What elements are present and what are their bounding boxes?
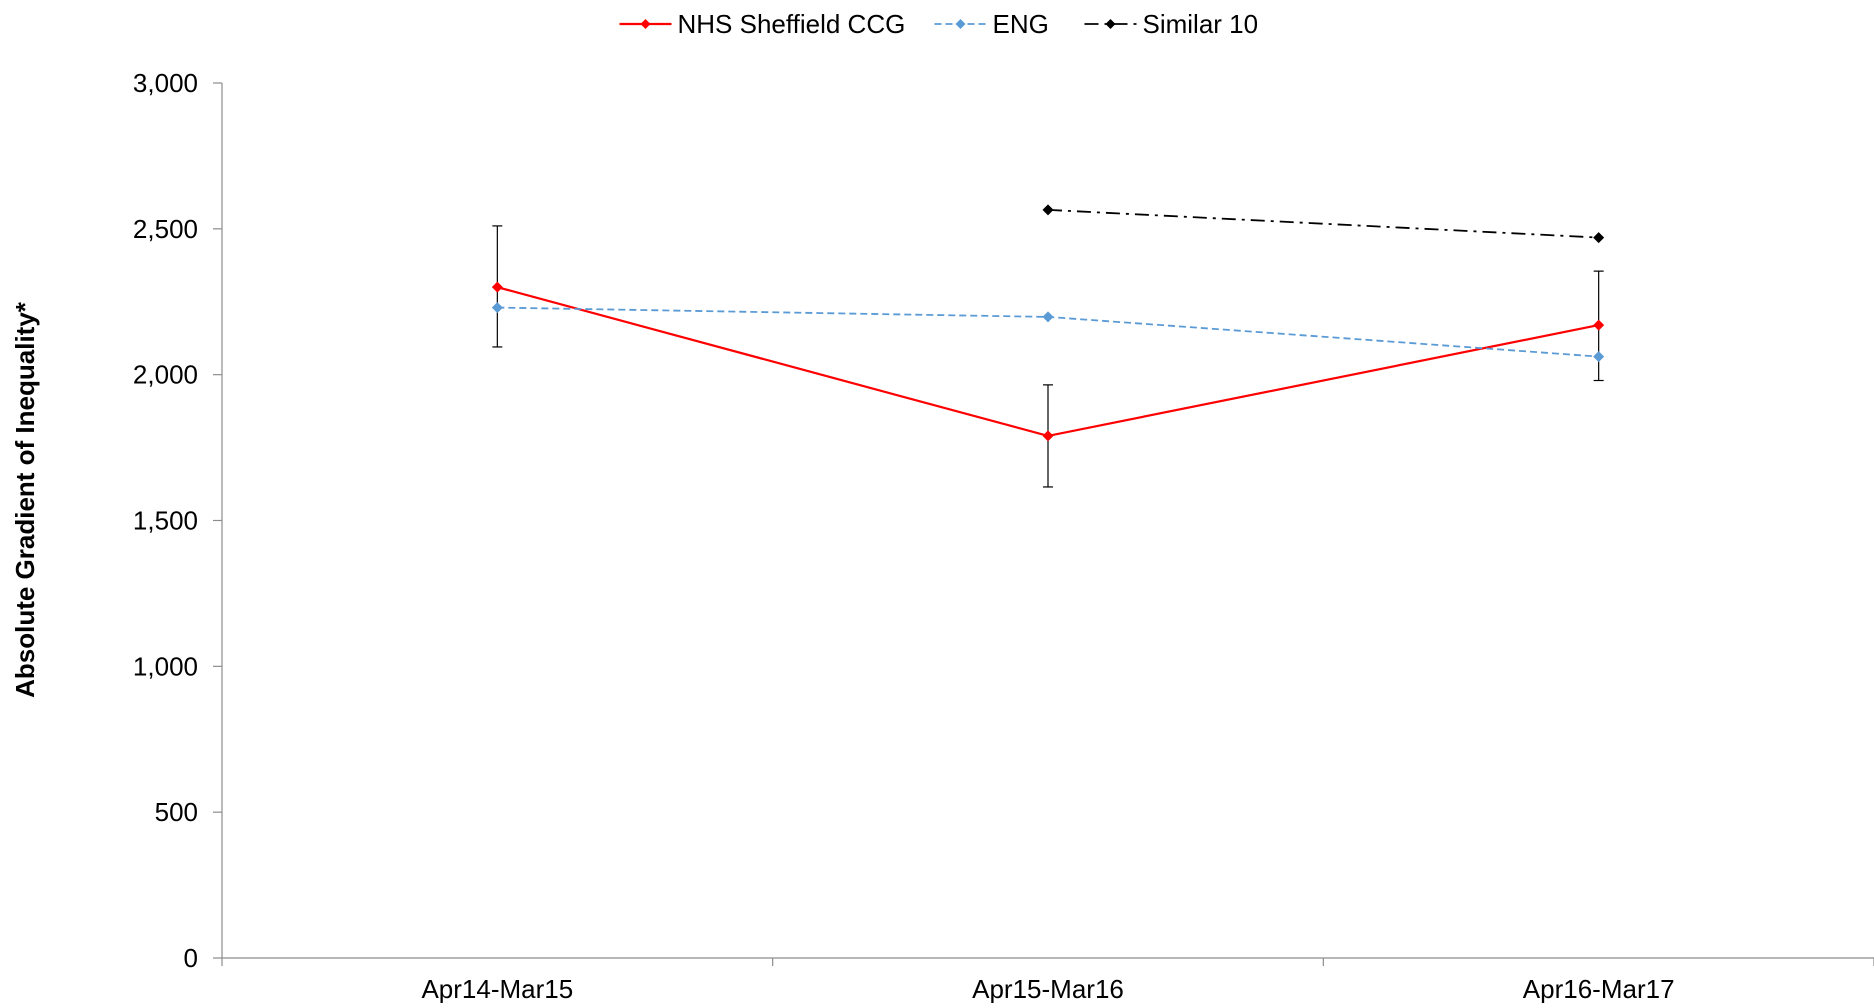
x-axis: Apr14-Mar15 Apr15-Mar16 Apr16-Mar17	[221, 957, 1874, 1004]
series-points	[491, 204, 1605, 442]
data-point-nhs-sheffield-ccg	[1593, 319, 1605, 331]
data-point-eng	[1042, 311, 1054, 323]
series-line-similar-10	[1047, 208, 1599, 239]
y-tick-label: 1,500	[133, 506, 198, 536]
x-tick-label: Apr16-Mar17	[1523, 974, 1675, 1003]
data-point-similar-10	[1042, 204, 1054, 216]
data-point-nhs-sheffield-ccg	[1042, 430, 1054, 442]
legend-marker	[955, 19, 966, 29]
y-tick-label: 3,000	[133, 68, 198, 98]
x-tick-label: Apr15-Mar16	[972, 974, 1124, 1003]
y-tick-label: 1,000	[133, 651, 198, 681]
y-tick-label: 2,500	[133, 214, 198, 244]
legend: NHS Sheffield CCG ENG Similar 10	[619, 9, 1259, 39]
y-axis-title: Absolute Gradient of Inequality*	[10, 301, 40, 698]
y-tick-label: 0	[184, 943, 198, 973]
legend-label: NHS Sheffield CCG	[678, 9, 906, 39]
y-tick-label: 2,000	[133, 360, 198, 390]
legend-label: Similar 10	[1143, 9, 1259, 39]
data-point-similar-10	[1593, 232, 1605, 244]
y-axis: 0 500 1,000 1,500 2,000 2,500 3,000	[133, 68, 223, 973]
data-point-eng	[491, 302, 503, 314]
x-tick-label: Apr14-Mar15	[421, 974, 573, 1003]
legend-item-similar-10: Similar 10	[1084, 9, 1259, 39]
error-bars	[492, 225, 1604, 488]
y-tick-label: 500	[155, 797, 198, 827]
legend-marker	[640, 19, 651, 29]
legend-item-nhs-sheffield-ccg: NHS Sheffield CCG	[619, 9, 906, 39]
legend-item-eng: ENG	[934, 9, 1049, 39]
data-point-nhs-sheffield-ccg	[491, 281, 503, 293]
legend-label: ENG	[993, 9, 1049, 39]
legend-marker	[1105, 19, 1116, 29]
data-point-eng	[1593, 351, 1605, 363]
